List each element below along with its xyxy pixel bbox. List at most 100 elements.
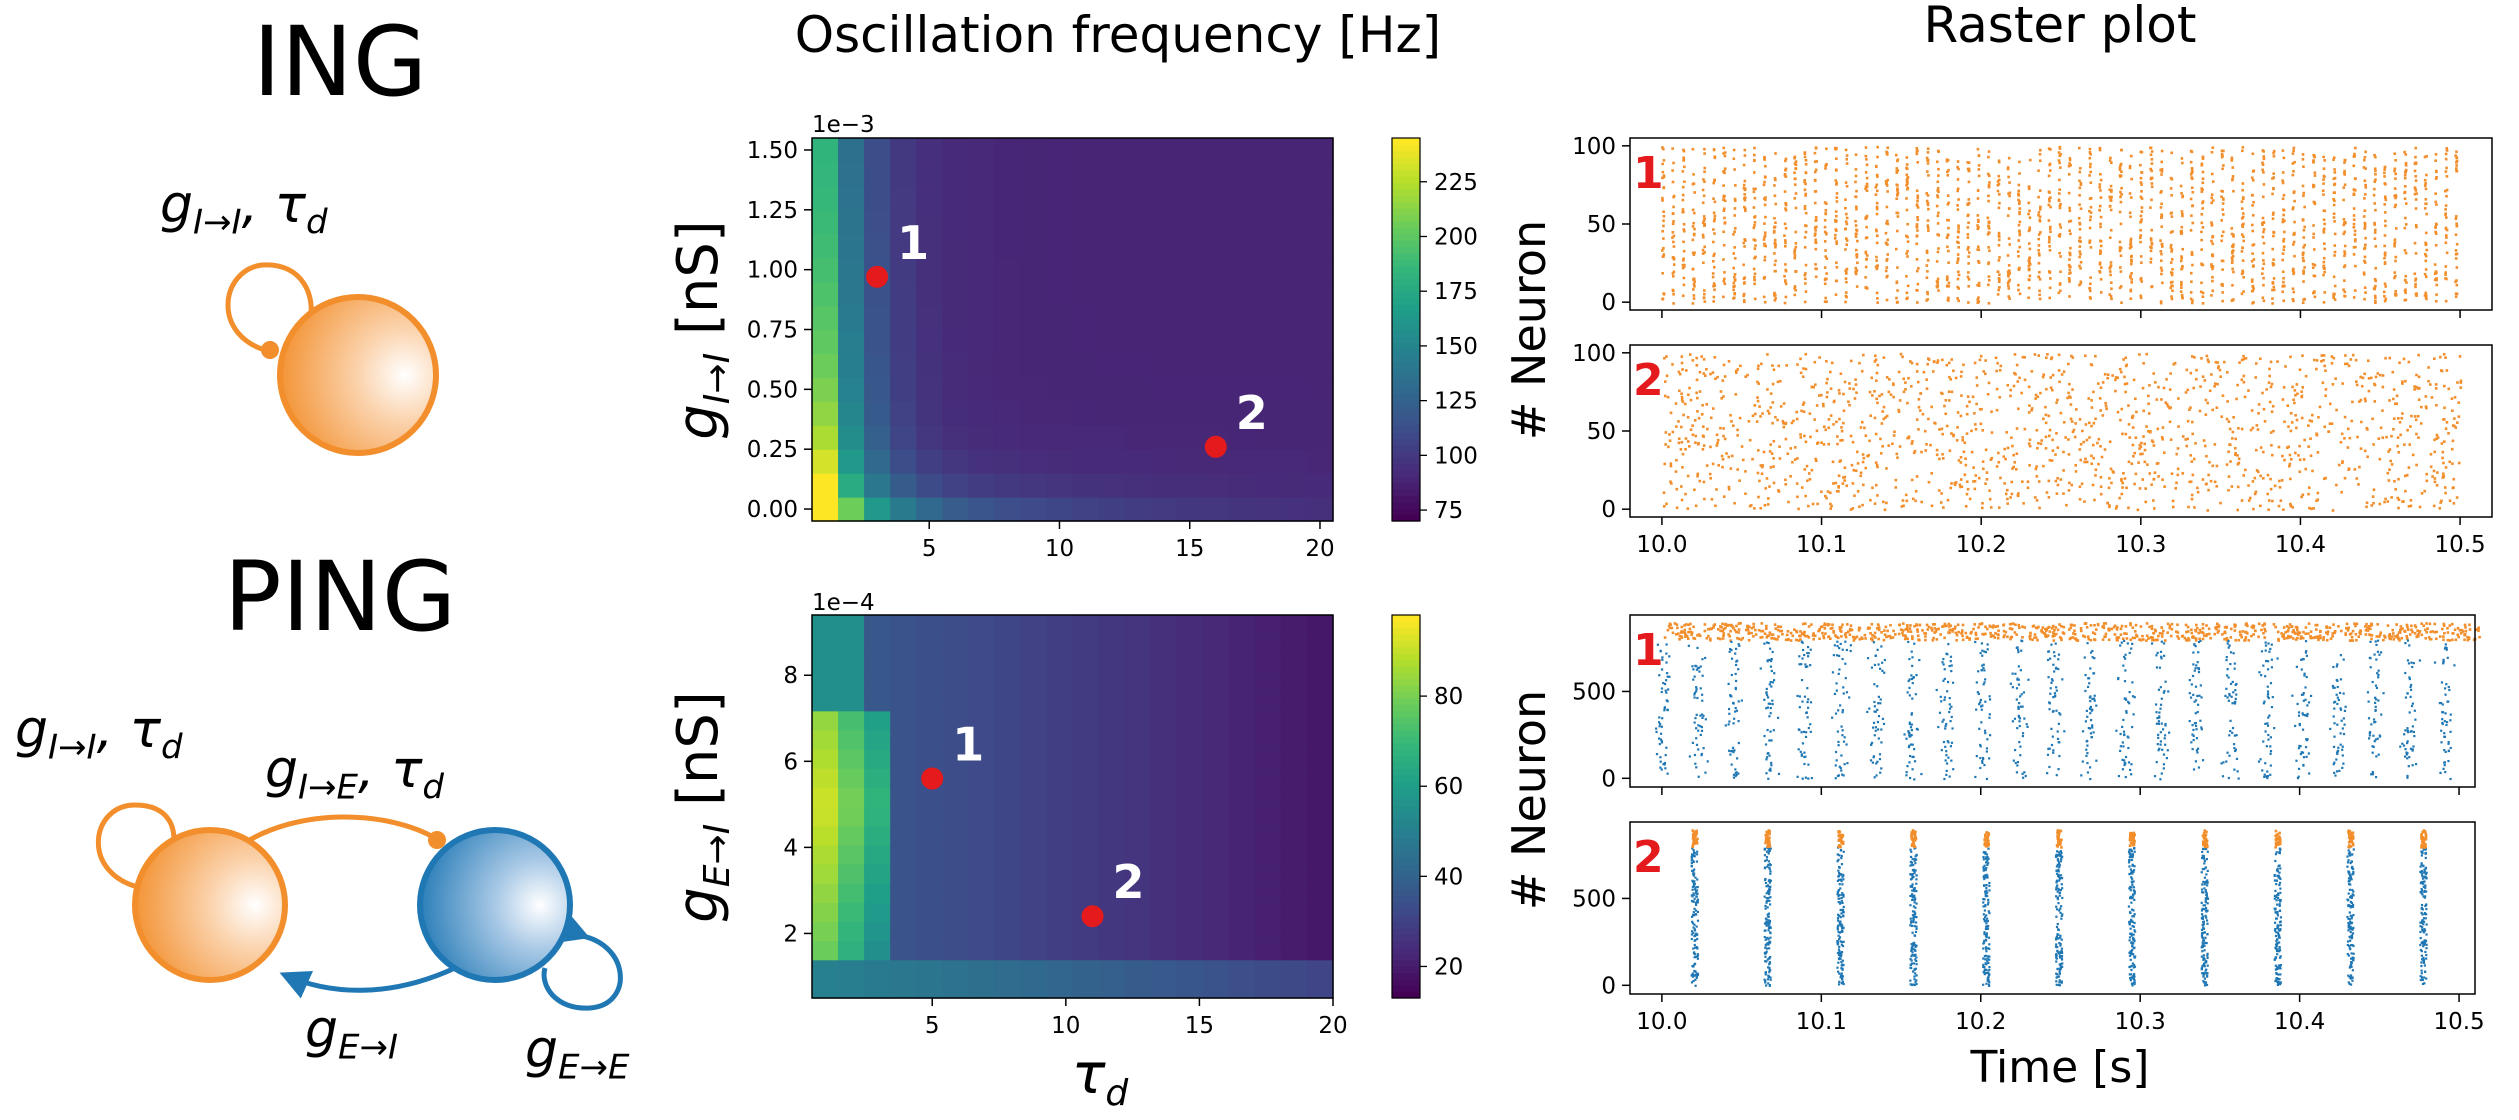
spike: [2292, 149, 2295, 153]
spike: [2196, 490, 2200, 494]
spike: [1671, 222, 1675, 226]
spike: [2298, 444, 2301, 448]
colorbar-segment: [1392, 851, 1420, 859]
spike: [1823, 282, 1827, 286]
heatmap-cell: [1150, 209, 1178, 235]
spike: [2261, 391, 2264, 395]
spike: [1997, 280, 2001, 284]
spike: [2261, 195, 2265, 199]
heatmap-cell: [812, 959, 839, 980]
spike: [1702, 372, 1706, 375]
spike: [2180, 192, 2183, 195]
spike: [1851, 482, 1855, 485]
spike: [2374, 296, 2377, 300]
spike: [2227, 475, 2231, 478]
spike: [2006, 214, 2010, 218]
spike: [2262, 228, 2266, 231]
spike: [2374, 299, 2377, 303]
spike: [2119, 270, 2123, 273]
spike: [1663, 356, 1666, 360]
spike: [1987, 194, 1990, 198]
heatmap-cell: [864, 449, 891, 474]
heatmap-cell: [838, 401, 865, 426]
spike: [1889, 393, 1893, 396]
spike: [1665, 502, 1668, 506]
spike: [2347, 468, 2350, 472]
spike: [1765, 694, 1769, 697]
spike: [2023, 427, 2027, 431]
spike: [2289, 411, 2293, 415]
spike: [2236, 454, 2239, 457]
spike: [2369, 376, 2373, 380]
spike: [2429, 452, 2433, 456]
spike: [1977, 261, 1981, 264]
spike: [2407, 505, 2411, 508]
spike: [1927, 174, 1930, 177]
heatmap-cell: [812, 634, 839, 654]
heatmap-cell: [812, 940, 839, 961]
colorbar-tick-label: 75: [1434, 498, 1463, 524]
spike: [1915, 204, 1919, 207]
heatmap-cell: [812, 401, 839, 426]
spike: [2160, 149, 2164, 153]
spike: [2099, 196, 2103, 199]
spike: [2374, 284, 2377, 288]
spike: [2362, 215, 2366, 218]
spike: [2435, 169, 2438, 173]
spike: [1904, 381, 1907, 384]
spike: [2027, 267, 2031, 271]
spike: [1667, 445, 1670, 449]
spike: [2242, 290, 2245, 293]
heatmap-cell: [1176, 497, 1204, 522]
spike: [1735, 624, 1738, 628]
heatmap-cell: [1046, 305, 1074, 331]
spike: [2374, 208, 2377, 212]
heatmap-cell: [1046, 281, 1074, 307]
spike: [1814, 168, 1818, 172]
spike: [1957, 273, 1961, 277]
heatmap-cell: [1176, 634, 1204, 654]
spike: [2038, 293, 2041, 297]
spike: [2322, 354, 2326, 357]
spike: [2190, 301, 2194, 305]
spike: [1692, 636, 1695, 640]
spike: [1659, 732, 1663, 735]
spike: [1701, 658, 1704, 661]
heatmap-cell: [812, 768, 839, 788]
spike: [2332, 177, 2336, 181]
heatmap-cell: [1072, 185, 1100, 211]
spike: [2099, 222, 2102, 226]
spike: [2027, 187, 2031, 191]
spike: [2062, 492, 2065, 495]
spike: [1803, 188, 1807, 192]
spike: [2204, 398, 2208, 402]
heatmap-cell: [1072, 768, 1100, 788]
spike: [2170, 194, 2173, 197]
spike: [1771, 421, 1774, 425]
heatmap-cell: [1124, 401, 1152, 426]
spike: [2230, 485, 2234, 488]
spike: [2447, 387, 2451, 391]
spike: [1971, 395, 1975, 399]
spike: [2396, 417, 2400, 420]
spike: [2128, 211, 2132, 215]
spike: [2118, 496, 2121, 500]
spike: [2298, 368, 2302, 372]
spike: [1697, 667, 1700, 670]
heatmap-cell: [1124, 940, 1152, 961]
spike: [2099, 475, 2103, 479]
heatmap-cell: [1124, 844, 1152, 865]
spike: [1987, 246, 1990, 249]
spike: [1682, 156, 1685, 160]
heatmap-cell: [1176, 615, 1204, 635]
spike: [2247, 499, 2251, 502]
spike: [2051, 388, 2054, 392]
spike: [2363, 221, 2367, 225]
spike: [1906, 284, 1910, 288]
spike: [2373, 228, 2377, 232]
colorbar-segment: [1392, 672, 1420, 680]
spike: [2017, 198, 2020, 202]
spike: [1905, 275, 1908, 278]
spike: [1758, 479, 1761, 483]
spike: [2404, 171, 2407, 174]
